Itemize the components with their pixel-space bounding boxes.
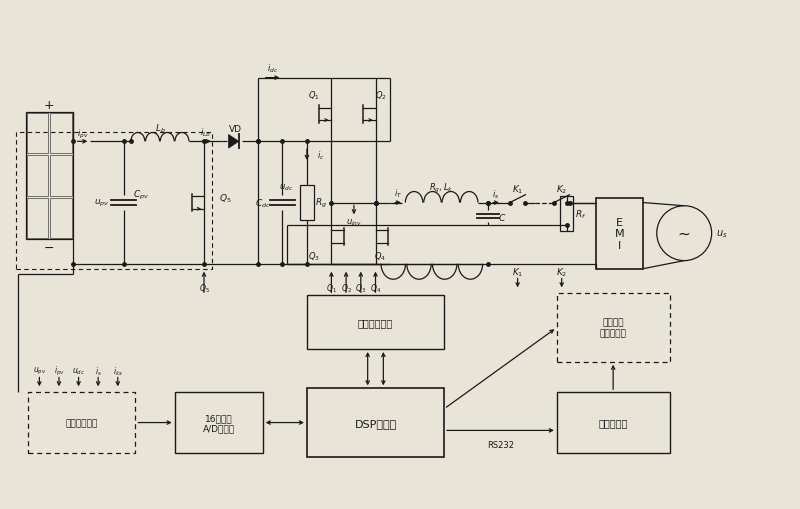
Text: $Q_4$: $Q_4$ — [374, 250, 386, 263]
Bar — [307, 388, 444, 457]
Text: $u_{dc}$: $u_{dc}$ — [279, 182, 294, 193]
Text: $Q_2$: $Q_2$ — [374, 89, 386, 101]
Text: E
M
I: E M I — [614, 217, 624, 250]
Text: $L_b$: $L_b$ — [154, 122, 166, 134]
Text: $K_2$: $K_2$ — [556, 266, 567, 278]
Text: $R_f$: $R_f$ — [574, 208, 586, 220]
Text: $K_1$: $K_1$ — [512, 183, 523, 195]
Polygon shape — [229, 135, 238, 149]
Bar — [16, 132, 212, 269]
Text: +: + — [44, 98, 54, 111]
Text: RS232: RS232 — [487, 440, 514, 449]
Text: $Q_2$: $Q_2$ — [341, 281, 351, 294]
Text: $K_2$: $K_2$ — [556, 183, 567, 195]
Text: $C_{dc}$: $C_{dc}$ — [255, 197, 270, 209]
Text: $R_g$: $R_g$ — [314, 196, 326, 210]
Text: $Q_1$: $Q_1$ — [308, 89, 320, 101]
Text: 信号调理电路: 信号调理电路 — [66, 418, 98, 427]
Bar — [50, 156, 72, 196]
Bar — [26, 112, 73, 240]
Text: $i_{pv}$: $i_{pv}$ — [54, 364, 64, 378]
Text: $i_{dc}$: $i_{dc}$ — [267, 63, 278, 75]
Text: $u_s$: $u_s$ — [716, 228, 727, 240]
Text: $i_{pv}$: $i_{pv}$ — [77, 128, 88, 140]
Text: $Q_3$: $Q_3$ — [355, 281, 366, 294]
Text: $K_1$: $K_1$ — [512, 266, 523, 278]
Bar — [26, 199, 48, 239]
Text: 驱动保护电路: 驱动保护电路 — [358, 318, 393, 327]
Text: DSP控制器: DSP控制器 — [354, 418, 397, 428]
Text: $u_{pv}$: $u_{pv}$ — [33, 365, 46, 377]
Bar — [174, 392, 262, 453]
Bar — [557, 392, 670, 453]
Bar — [307, 296, 444, 349]
Bar — [560, 196, 573, 232]
Text: 16位高速
A/D转换器: 16位高速 A/D转换器 — [202, 413, 234, 433]
Text: $C_{pv}$: $C_{pv}$ — [134, 189, 150, 202]
Text: $u_{dc}$: $u_{dc}$ — [72, 365, 85, 376]
Bar — [26, 156, 48, 196]
Bar — [26, 114, 48, 154]
Text: −: − — [44, 241, 54, 254]
Bar — [50, 199, 72, 239]
Text: $Q_4$: $Q_4$ — [370, 281, 381, 294]
Text: $i_{Lb}$: $i_{Lb}$ — [201, 126, 211, 138]
Bar — [557, 294, 670, 362]
Text: $C$: $C$ — [498, 211, 506, 222]
Text: ~: ~ — [678, 226, 690, 241]
Text: $R_g,L_k$: $R_g,L_k$ — [430, 182, 454, 195]
Bar — [300, 186, 314, 221]
Text: 并网开关
继电器检测: 并网开关 继电器检测 — [600, 318, 626, 337]
Bar — [27, 392, 135, 453]
Text: $Q_1$: $Q_1$ — [326, 281, 337, 294]
Text: $i_c$: $i_c$ — [317, 150, 324, 162]
Text: $Q_5$: $Q_5$ — [198, 281, 210, 294]
Bar — [50, 114, 72, 154]
Text: 液晶触摸屏: 液晶触摸屏 — [598, 418, 628, 428]
Text: $i_T$: $i_T$ — [394, 187, 402, 200]
Text: $u_{pv}$: $u_{pv}$ — [94, 197, 110, 209]
Text: $i_{ks}$: $i_{ks}$ — [113, 364, 122, 377]
Bar — [596, 199, 643, 269]
Text: $u_{inv}$: $u_{inv}$ — [346, 217, 362, 228]
Text: VD: VD — [229, 125, 242, 134]
Text: $i_s$: $i_s$ — [493, 188, 500, 201]
Text: $i_s$: $i_s$ — [94, 364, 102, 377]
Text: $Q_3$: $Q_3$ — [308, 250, 320, 263]
Text: $Q_5$: $Q_5$ — [219, 192, 232, 205]
